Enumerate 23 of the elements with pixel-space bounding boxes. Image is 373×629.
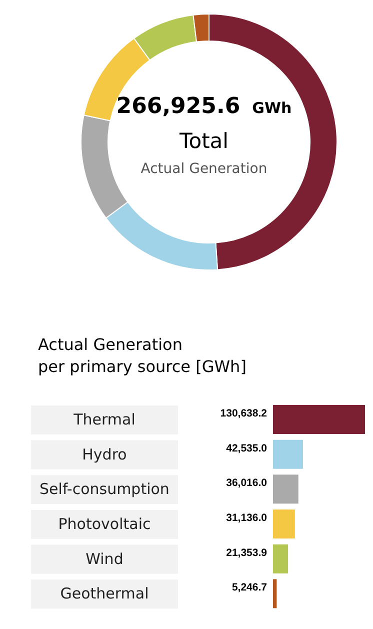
y-tick-label: Photovoltaic (58, 514, 151, 533)
data-label: 36,016.0 (226, 477, 268, 490)
bar (273, 405, 365, 434)
y-tick-label: Thermal (72, 410, 136, 428)
bar (273, 440, 303, 469)
text: Actual Generation (140, 161, 268, 177)
bar (273, 579, 277, 608)
data-label: 31,136.0 (226, 512, 268, 524)
text: 266,925.6 (116, 94, 240, 119)
data-label: 42,535.0 (226, 442, 268, 454)
y-tick-label: Self-consumption (40, 480, 170, 498)
y-tick-label: Wind (86, 550, 124, 568)
bar (273, 544, 288, 574)
y-tick-label: Geothermal (60, 584, 149, 603)
bar (273, 510, 295, 538)
text: GWh (252, 99, 292, 117)
data-label: 5,246.7 (232, 582, 268, 594)
bar (273, 474, 298, 504)
y-tick-label: Hydro (82, 445, 127, 464)
text: Total (178, 129, 230, 153)
data-label: 130,638.2 (220, 408, 268, 420)
data-label: 21,353.9 (226, 546, 268, 559)
text: Actual Generation per primary source [GWh] (37, 334, 248, 378)
